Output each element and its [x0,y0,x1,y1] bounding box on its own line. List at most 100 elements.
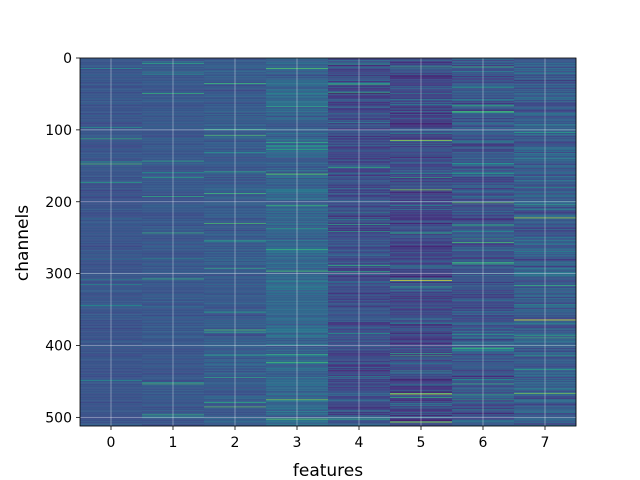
heatmap-cell [80,424,143,426]
heatmap-cell [328,323,391,325]
heatmap-cell [514,173,577,175]
heatmap-cell [390,364,453,366]
heatmap-cell [452,404,515,406]
heatmap-cell [142,168,205,170]
heatmap-cell [328,364,391,366]
heatmap-cell [204,119,267,121]
heatmap-cell [328,384,391,386]
heatmap-cell [142,344,205,346]
heatmap-cell [452,208,515,210]
heatmap-cell [390,295,453,297]
heatmap-cell [390,166,453,168]
heatmap-cell [80,73,143,75]
heatmap-cell [328,342,391,344]
heatmap-cell [80,267,143,269]
heatmap-cell [204,60,267,62]
heatmap-cell [452,102,515,104]
heatmap-cell [80,104,143,105]
heatmap-cell [266,295,329,297]
heatmap-cell [390,135,453,137]
heatmap-cell [204,106,267,108]
heatmap-cell [80,285,143,287]
heatmap-cell [266,78,329,80]
heatmap-cell [390,216,453,218]
heatmap-cell [204,254,267,256]
heatmap-cell [80,91,143,93]
heatmap-cell [204,259,267,261]
heatmap-cell [328,287,391,289]
heatmap-cell [80,83,143,85]
heatmap-cell [514,119,577,121]
heatmap-cell [452,418,515,420]
heatmap-cell [514,199,577,201]
heatmap-cell [80,282,143,284]
heatmap-cell [452,153,515,155]
heatmap-cell [80,200,143,202]
heatmap-cell [452,357,515,359]
heatmap-cell [266,121,329,123]
heatmap-cell [266,405,329,407]
heatmap-cell [80,397,143,399]
heatmap-cell [328,308,391,310]
heatmap-cell [266,147,329,149]
heatmap-cell [514,339,577,340]
heatmap-cell [390,246,453,248]
heatmap-cell [514,174,577,176]
heatmap-cell [514,285,577,287]
heatmap-cell [204,273,267,275]
heatmap-cell [204,330,267,332]
heatmap-cell [328,338,391,340]
heatmap-cell [266,236,329,238]
heatmap-cell [390,280,453,282]
heatmap-cell [266,382,329,384]
heatmap-cell [204,334,267,336]
heatmap-cell [266,93,329,95]
heatmap-cell [204,67,267,69]
heatmap-cell [452,326,515,328]
heatmap-cell [266,175,329,177]
heatmap-cell [142,104,205,106]
heatmap-cell [266,70,329,72]
heatmap-cell [328,272,391,274]
heatmap-cell [204,208,267,210]
heatmap-cell [514,160,577,162]
heatmap-cell [266,344,329,346]
heatmap-cell [142,381,205,383]
heatmap-cell [514,117,577,119]
heatmap-cell [266,386,329,388]
heatmap-cell [452,369,515,371]
heatmap-cell [452,75,515,77]
heatmap-cell [80,303,143,305]
heatmap-cell [452,236,515,238]
heatmap-cell [204,196,267,198]
heatmap-cell [142,318,205,320]
heatmap-cell [328,267,391,269]
heatmap-cell [142,148,205,150]
heatmap-cell [142,139,205,141]
heatmap-cell [514,315,577,317]
heatmap-cell [452,359,515,361]
heatmap-cell [204,371,267,373]
heatmap-cell [390,382,453,384]
heatmap-cell [266,203,329,205]
heatmap-cell [328,239,391,241]
heatmap-cell [142,339,205,341]
heatmap-cell [80,371,143,373]
heatmap-cell [328,139,391,141]
heatmap-cell [266,273,329,275]
heatmap-cell [80,173,143,174]
heatmap-cell [452,226,515,228]
heatmap-cell [142,173,205,175]
heatmap-cell [204,132,267,134]
heatmap-cell [452,296,515,298]
heatmap-cell [328,104,391,106]
heatmap-cell [204,204,267,206]
heatmap-cell [390,69,453,71]
heatmap-cell [328,378,391,380]
heatmap-cell [390,382,453,384]
heatmap-cell [514,127,577,129]
heatmap-cell [80,124,143,126]
heatmap-cell [142,319,205,321]
heatmap-cell [390,178,453,179]
heatmap-cell [142,143,205,145]
